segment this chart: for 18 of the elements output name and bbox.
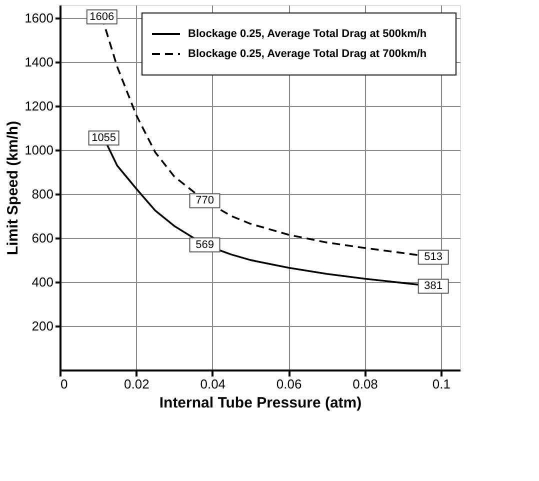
y-tick-label: 400 (32, 274, 54, 290)
y-axis-title: Limit Speed (km/h) (4, 120, 22, 256)
y-tick-label: 1400 (24, 54, 54, 70)
legend-label: Blockage 0.25, Average Total Drag at 700km/h (188, 48, 427, 60)
x-axis-title: Internal Tube Pressure (atm) (159, 394, 362, 412)
legend-label: Blockage 0.25, Average Total Drag at 500km/h (188, 28, 427, 40)
y-tick-label: 200 (32, 318, 54, 334)
y-tick-label: 800 (32, 186, 54, 202)
x-tick-label: 0.06 (276, 376, 302, 392)
y-tick-label: 1600 (24, 10, 54, 26)
y-tick-label: 1200 (24, 98, 54, 114)
y-tick-label: 1000 (24, 142, 54, 158)
x-tick-label: 0.04 (200, 376, 226, 392)
x-tick-label: 0 (60, 376, 68, 392)
x-tick-label: 0.02 (124, 376, 150, 392)
x-tick-label: 0.08 (352, 376, 378, 392)
x-tick-label: 0.1 (432, 376, 450, 392)
y-tick-label: 600 (32, 230, 54, 246)
